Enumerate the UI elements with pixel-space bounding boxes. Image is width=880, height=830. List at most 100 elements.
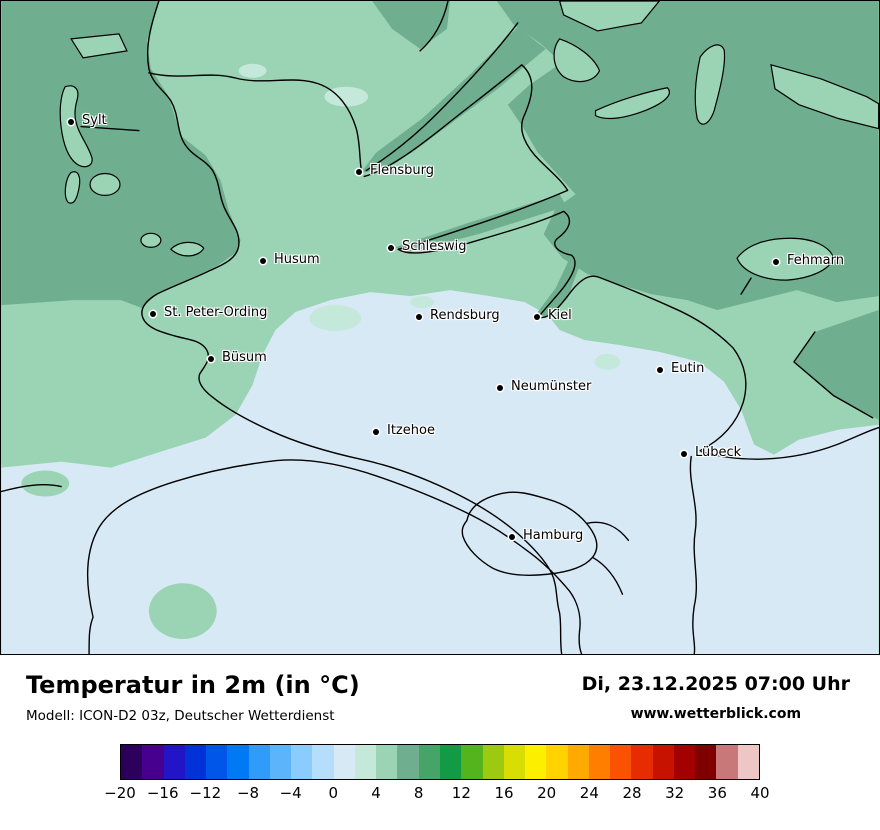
colorbar-segment [631, 745, 653, 779]
island-als [553, 38, 601, 83]
colorbar-segment [333, 745, 355, 779]
city-dot [356, 169, 362, 175]
colorbar-segment [737, 745, 759, 779]
colorbar-segment [248, 745, 270, 779]
colorbar-segment [461, 745, 483, 779]
city-layer: Sylt Flensburg Schleswig Husum Fehmarn St. Pe… [1, 1, 879, 654]
colorbar-segment [525, 745, 547, 779]
kiel-fjord-region [537, 252, 585, 319]
island-pellworm [140, 232, 162, 248]
city-label: Flensburg [370, 163, 434, 178]
city-label: Schleswig [402, 239, 467, 254]
meta-right: Di, 23.12.2025 07:00 Uhr www.wetterblick… [582, 671, 850, 722]
colorbar-tick-label: 4 [371, 784, 381, 802]
colorbar-segment [291, 745, 313, 779]
colorbar-segment [269, 745, 292, 779]
hamburg-border-ext [585, 521, 630, 542]
colorbar-segment [227, 745, 249, 779]
city-label: Itzehoe [387, 423, 435, 438]
colorbar-tick-label: −20 [104, 784, 136, 802]
colorbar-segment [610, 745, 632, 779]
colorbar-ticks: −20 −16 −12 −8 −4 0 4 8 12 16 20 24 28 32 36 40 [104, 784, 769, 804]
colorbar-segment [546, 745, 568, 779]
colorbar-segment [439, 745, 462, 779]
colorbar-segment [142, 745, 164, 779]
island-langeland [694, 44, 726, 125]
city-label: Husum [274, 252, 320, 267]
island-aeroe [594, 87, 670, 120]
colorbar-segment [312, 745, 334, 779]
city-label: Eutin [671, 361, 705, 376]
denmark-border [148, 72, 362, 171]
temp-patch [309, 305, 362, 331]
elbe-south-bank [87, 459, 583, 654]
city-dot [509, 534, 515, 540]
city-dot [681, 451, 687, 457]
fjord-north-shore [365, 22, 519, 172]
model-info: Modell: ICON-D2 03z, Deutscher Wetterdie… [26, 708, 335, 724]
denmark-top-coast [419, 1, 449, 52]
city-dot [373, 429, 379, 435]
colorbar-segment [482, 745, 504, 779]
colorbar-tick-label: −4 [279, 784, 302, 802]
colorbar-segment [503, 745, 526, 779]
island-foehr [89, 172, 121, 197]
island-lolland [770, 63, 879, 130]
flensburg-fjord-region [360, 26, 546, 174]
inland-region [1, 290, 879, 654]
city-label: Hamburg [523, 528, 584, 543]
city-dot [773, 259, 779, 265]
colorbar-segment [397, 745, 419, 779]
colorbar-segment [716, 745, 738, 779]
colorbar-segment [206, 745, 228, 779]
mecklenburg-border [689, 455, 697, 654]
city-dot [260, 258, 266, 264]
city-dot [534, 314, 540, 320]
temp-patch [148, 583, 217, 640]
city-dot [497, 385, 503, 391]
colorbar-segment [418, 745, 440, 779]
city-dot [68, 119, 74, 125]
colorbar-tick-label: 12 [451, 784, 471, 802]
city-label: Sylt [82, 113, 107, 128]
colorbar-segment [376, 745, 398, 779]
city-label: St. Peter-Ording [164, 305, 268, 320]
eider-line [1, 484, 62, 493]
hamburg-border-ext2 [591, 556, 624, 595]
baltic-coastline [363, 64, 747, 452]
colorbar-segment [652, 745, 674, 779]
colorbar-tick-label: 32 [665, 784, 685, 802]
luebeck-bay-region [793, 310, 879, 420]
meta-left: Temperatur in 2m (in °C) Modell: ICON-D2… [26, 671, 360, 724]
bay-edge-line [793, 331, 874, 419]
colorbar [120, 744, 760, 780]
island-roemoe [70, 33, 128, 59]
datetime-label: Di, 23.12.2025 07:00 Uhr [581, 673, 850, 695]
little-belt-region [372, 1, 450, 49]
island-funen [559, 1, 661, 32]
website-label: www.wetterblick.com [630, 706, 802, 722]
city-dot [416, 314, 422, 320]
peninsula-nordstrand [169, 241, 205, 257]
temp-patch [324, 86, 369, 107]
temp-patch [238, 63, 267, 78]
colorbar-segment [163, 745, 185, 779]
temp-patch [21, 470, 70, 497]
colorbar-tick-label: 0 [328, 784, 339, 802]
colorbar-segment [121, 745, 143, 779]
footer: Temperatur in 2m (in °C) Modell: ICON-D2… [0, 655, 880, 830]
city-dot [657, 367, 663, 373]
colorbar-segment [588, 745, 611, 779]
island-amrum [64, 171, 81, 204]
trave-bay-shore [700, 426, 879, 460]
colorbar-wrap: −20 −16 −12 −8 −4 0 4 8 12 16 20 24 28 32 36 40 [104, 744, 770, 804]
island-sylt [59, 85, 93, 168]
colorbar-segment [184, 745, 207, 779]
city-label: Lübeck [695, 445, 742, 460]
city-label: Büsum [222, 350, 267, 365]
colorbar-tick-label: 28 [622, 784, 642, 802]
colorbar-segment [695, 745, 717, 779]
colorbar-tick-label: 16 [494, 784, 514, 802]
city-label: Kiel [548, 308, 572, 323]
